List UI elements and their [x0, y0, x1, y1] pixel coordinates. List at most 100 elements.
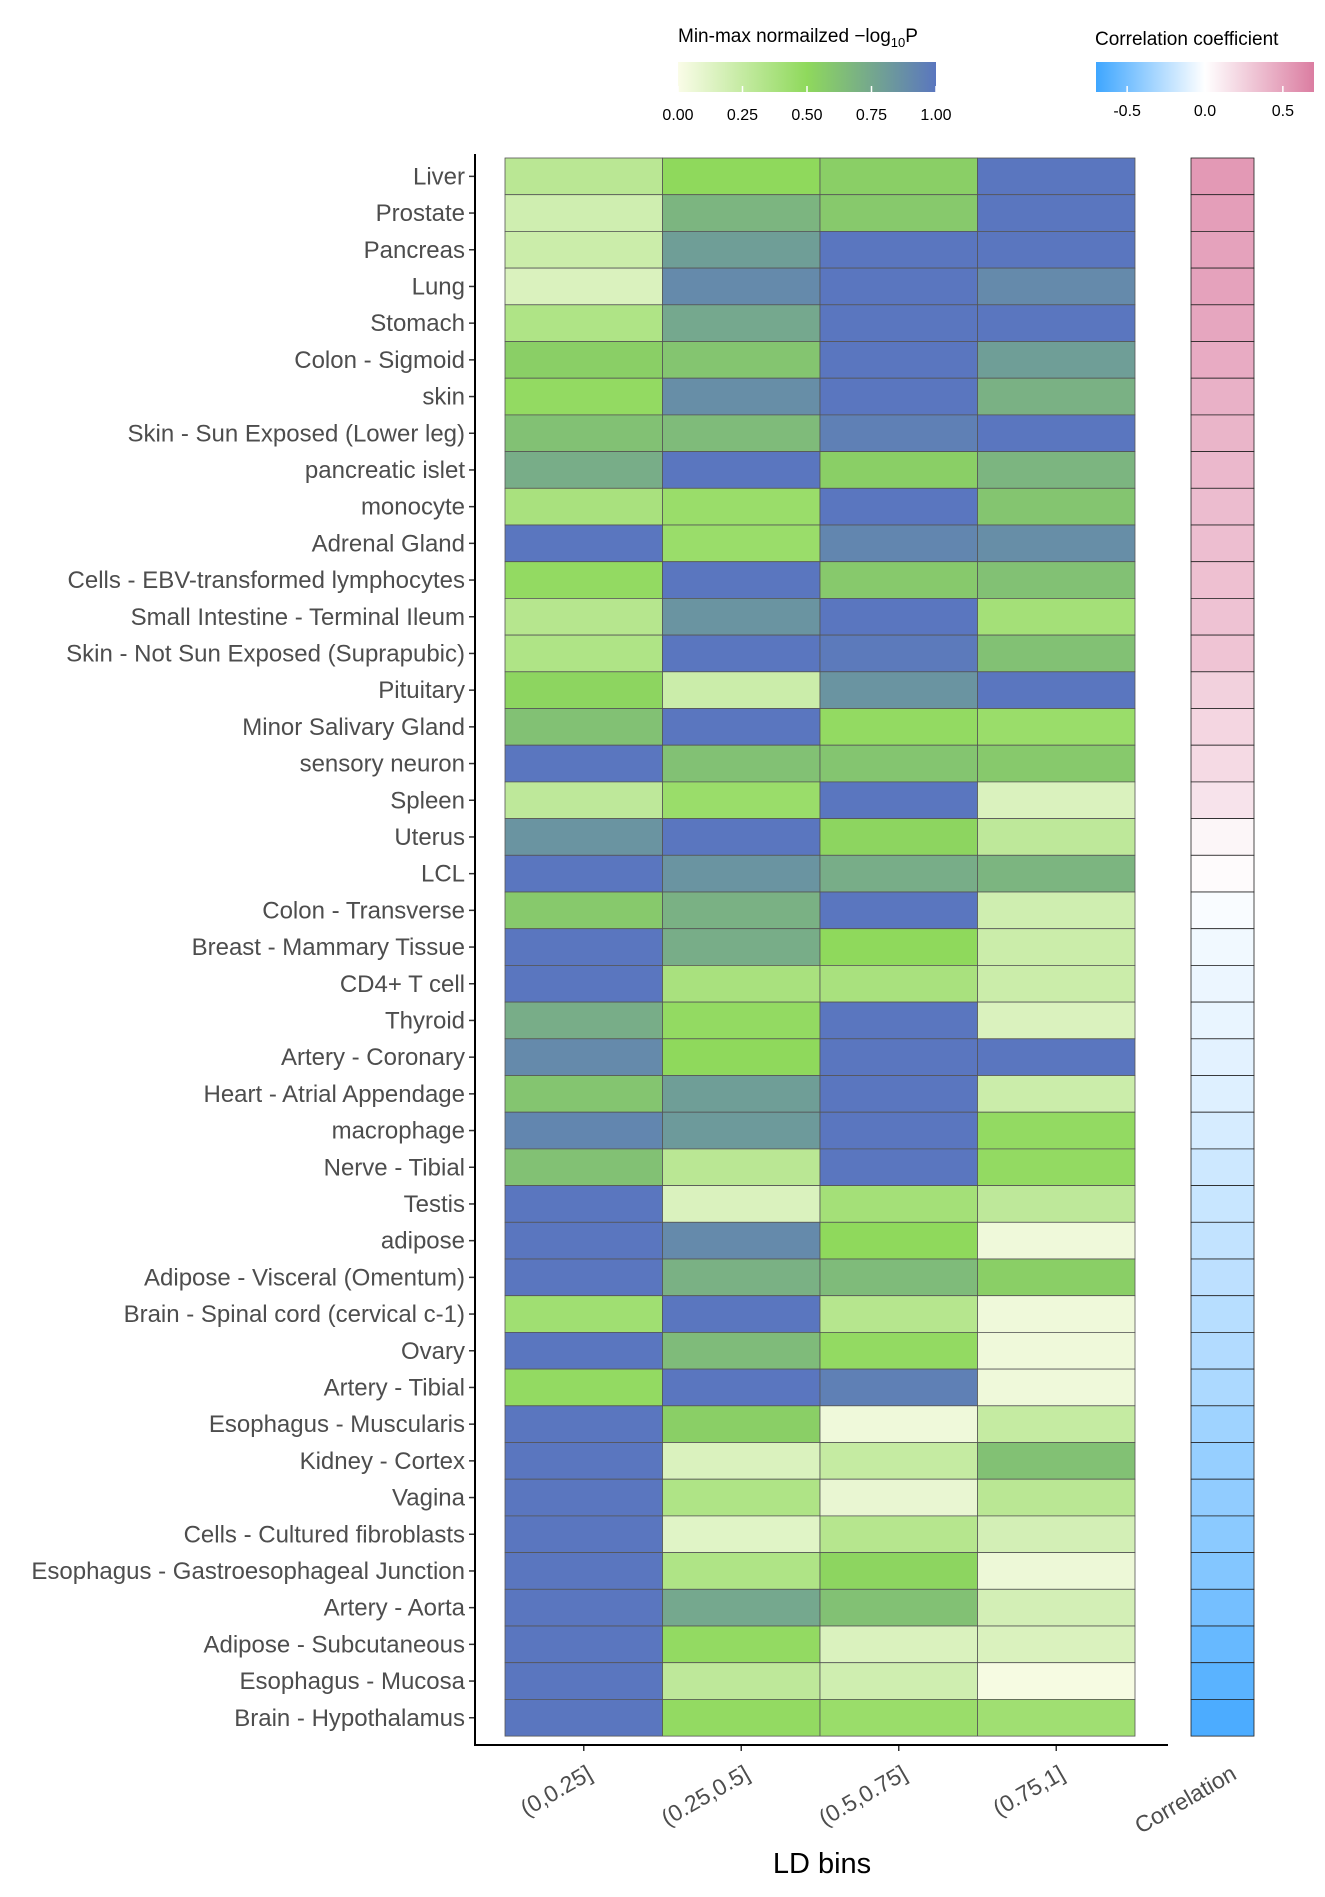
heatmap-cell	[977, 1662, 1136, 1700]
heatmap-cell	[662, 1662, 821, 1700]
correlation-cells	[1190, 157, 1255, 1737]
heatmap-cell	[977, 928, 1136, 966]
y-tick-label: macrophage	[332, 1118, 465, 1145]
y-tick-label: Stomach	[370, 310, 465, 337]
y-tick-label: skin	[422, 384, 465, 411]
heatmap-cell	[819, 598, 978, 636]
correlation-cell	[1190, 634, 1255, 673]
heatmap-cell	[819, 414, 978, 452]
correlation-cell	[1190, 1185, 1255, 1223]
y-tick-label: Thyroid	[385, 1007, 465, 1034]
y-tick-label: Kidney - Cortex	[300, 1448, 465, 1475]
heatmap-cell	[819, 744, 978, 783]
y-tick-label: Skin - Not Sun Exposed (Suprapubic)	[66, 640, 465, 667]
heatmap-cell	[819, 487, 978, 526]
correlation-cell	[1190, 1221, 1255, 1260]
heatmap-cell	[819, 1588, 978, 1627]
heatmap-cell	[504, 854, 663, 893]
x-tick-label: (0,0.25]	[516, 1760, 597, 1822]
heatmap-cell	[662, 1038, 821, 1076]
correlation-cell	[1190, 377, 1255, 416]
y-tick-label: Prostate	[376, 200, 465, 227]
heatmap-cell	[504, 487, 663, 526]
heatmap-cell	[504, 598, 663, 636]
heatmap-cell	[819, 524, 978, 563]
correlation-cell	[1190, 781, 1255, 820]
heatmap-cell	[977, 414, 1136, 452]
heatmap-cell	[504, 304, 663, 342]
correlation-cell	[1190, 304, 1255, 342]
heatmap-cell	[977, 230, 1136, 269]
heatmap-cell	[819, 1552, 978, 1590]
y-tick-label: Artery - Tibial	[324, 1374, 465, 1401]
heatmap-cell	[662, 1221, 821, 1260]
heatmap-cell	[504, 1295, 663, 1333]
heatmap-cell	[819, 1038, 978, 1076]
pvalue-legend: Min-max normailzed −log10P 0.00 0.25 0.50 0…	[662, 26, 951, 124]
heatmap-cell	[977, 1295, 1136, 1333]
heatmap-cell	[819, 928, 978, 966]
heatmap-cell	[819, 634, 978, 673]
heatmap-cell	[504, 1185, 663, 1223]
heatmap-cells	[504, 157, 1136, 1737]
y-tick-label: Artery - Aorta	[324, 1595, 466, 1622]
correlation-cell	[1190, 451, 1255, 489]
correlation-cell	[1190, 1552, 1255, 1590]
heatmap-cell	[504, 1258, 663, 1297]
correlation-cell	[1190, 267, 1255, 306]
heatmap-cell	[504, 1221, 663, 1260]
y-tick-label: Adipose - Subcutaneous	[203, 1631, 465, 1658]
heatmap-cell	[819, 1111, 978, 1150]
heatmap-cell	[662, 891, 821, 930]
heatmap-cell	[504, 451, 663, 489]
heatmap-cell	[662, 561, 821, 599]
pvalue-legend-tick-label: 0.25	[727, 107, 758, 124]
correlation-cell	[1190, 194, 1255, 232]
heatmap-cell	[662, 267, 821, 306]
heatmap-cell	[662, 708, 821, 746]
correlation-cell	[1190, 1001, 1255, 1040]
correlation-legend: Correlation coefficient -0.5 0.0 0.5	[1095, 29, 1314, 120]
y-tick-label: Heart - Atrial Appendage	[203, 1081, 465, 1108]
correlation-cell	[1190, 854, 1255, 893]
heatmap-cell	[662, 1111, 821, 1150]
y-tick-label: Pancreas	[364, 237, 465, 264]
heatmap-cell	[504, 1442, 663, 1480]
correlation-cell	[1190, 708, 1255, 746]
y-tick-label: Colon - Transverse	[262, 897, 465, 924]
heatmap-cell	[977, 1001, 1136, 1040]
y-tick-label: Nerve - Tibial	[324, 1154, 465, 1181]
y-tick-label: Liver	[413, 163, 465, 190]
heatmap-cell	[819, 1332, 978, 1370]
heatmap-cell	[977, 965, 1136, 1003]
heatmap-cell	[662, 341, 821, 379]
heatmap-cell	[977, 1148, 1136, 1187]
correlation-cell	[1190, 1148, 1255, 1187]
heatmap-cell	[662, 1405, 821, 1443]
heatmap-cell	[819, 230, 978, 269]
heatmap-cell	[504, 1368, 663, 1407]
y-tick-label: LCL	[421, 861, 465, 888]
y-tick-label: Brain - Hypothalamus	[234, 1705, 465, 1732]
heatmap-cell	[662, 854, 821, 893]
heatmap-cell	[662, 1442, 821, 1480]
x-tick-label: (0.25,0.5]	[657, 1760, 754, 1831]
heatmap-cell	[504, 1075, 663, 1113]
correlation-cell	[1190, 341, 1255, 379]
heatmap-cell	[977, 487, 1136, 526]
heatmap-cell	[504, 634, 663, 673]
heatmap-cell	[819, 1405, 978, 1443]
heatmap-cell	[977, 1185, 1136, 1223]
correlation-legend-title: Correlation coefficient	[1095, 29, 1279, 50]
heatmap-cell	[977, 818, 1136, 856]
heatmap-cell	[662, 634, 821, 673]
heatmap-cell	[819, 1699, 978, 1737]
heatmap-cell	[662, 377, 821, 416]
heatmap-cell	[977, 1075, 1136, 1113]
heatmap-cell	[504, 928, 663, 966]
heatmap-cell	[819, 451, 978, 489]
heatmap-cell	[977, 781, 1136, 820]
heatmap-cell	[504, 1038, 663, 1076]
heatmap-cell	[662, 1368, 821, 1407]
